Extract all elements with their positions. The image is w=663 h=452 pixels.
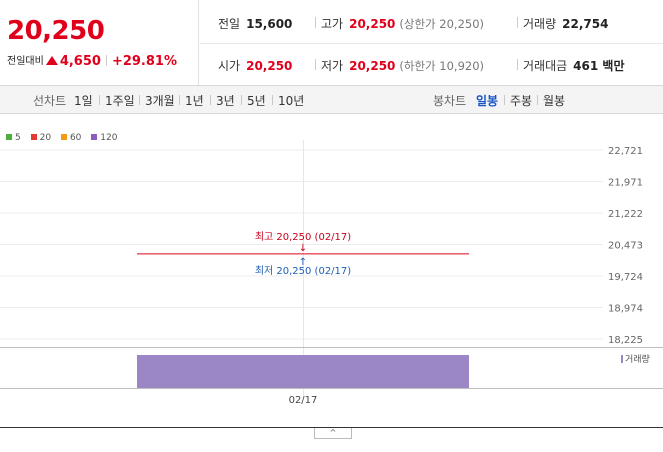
change-row: 전일대비 4,650 +29.81% [7,52,177,69]
stat-prev-close: 전일 15,600 [218,15,292,32]
stat-value: 20,250 [349,59,396,73]
candle-weekly[interactable]: 주봉 [510,94,533,108]
y-tick-label: 19,724 [608,272,643,283]
candle-chart-label: 봉차트 [433,94,467,108]
divider [99,95,100,105]
stat-label: 거래량 [523,17,557,31]
divider [105,55,107,66]
legend-label: 5 [15,133,21,143]
stat-low: 저가 20,250 (하한가 10,920) [321,57,484,74]
stat-sub: (상한가 20,250) [399,17,485,31]
line-chart-label: 선차트 [33,94,67,108]
legend-item[interactable]: 120 [91,133,117,143]
divider [315,59,316,70]
period-5y[interactable]: 5년 [247,94,266,108]
current-price: 20,250 [7,16,105,46]
low-annotation: 최저 20,250 (02/17) [255,265,351,277]
divider [272,95,273,105]
stat-label: 전일 [218,17,241,31]
divider [210,95,211,105]
period-1y[interactable]: 1년 [185,94,204,108]
collapse-chevron-up-icon[interactable]: ^ [314,428,352,439]
candle-monthly[interactable]: 월봉 [543,94,566,108]
price-summary: 20,250 전일대비 4,650 +29.81% [0,0,199,85]
down-arrow-icon: ↓ [299,243,307,254]
divider [315,17,316,28]
up-arrow-icon [45,56,58,65]
period-1d[interactable]: 1일 [74,94,93,108]
y-tick-label: 20,473 [608,241,643,252]
volume-legend-swatch [621,355,623,363]
stat-label: 저가 [321,59,344,73]
period-toolbar: 선차트 1일 1주일 3개월 1년 3년 5년 10년 봉차트 일봉 주봉 월봉 [0,86,663,114]
stat-value: 20,250 [349,17,396,31]
legend-label: 60 [69,133,82,143]
stat-high: 고가 20,250 (상한가 20,250) [321,15,484,32]
legend-label: 20 [39,133,52,143]
stat-label: 거래대금 [523,59,568,73]
change-percent: +29.81% [111,54,177,69]
divider [537,95,538,105]
period-1w[interactable]: 1주일 [105,94,135,108]
legend-swatch [60,134,67,140]
candle-daily[interactable]: 일봉 [476,94,499,108]
stat-sub: (하한가 10,920) [399,59,485,73]
legend-item[interactable]: 5 [6,133,21,143]
y-tick-label: 18,974 [608,304,643,315]
stat-label: 고가 [321,17,344,31]
stat-value: 15,600 [246,17,293,31]
quote-header: 20,250 전일대비 4,650 +29.81% 전일 15,600 고가 20,25… [0,0,663,86]
y-tick-label: 21,222 [608,209,643,220]
divider [517,17,518,28]
legend-swatch [30,134,37,140]
stat-open: 시가 20,250 [218,57,292,74]
stat-amount: 거래대금 461 백만 [523,57,624,74]
volume-legend-label: 거래량 [625,353,650,365]
legend-swatch [6,134,12,140]
divider [241,95,242,105]
divider [139,95,140,105]
stat-value: 22,754 [562,17,609,31]
divider [517,59,518,70]
period-3m[interactable]: 3개월 [145,94,175,108]
y-tick-label: 22,721 [608,146,643,157]
period-10y[interactable]: 10년 [278,94,305,108]
legend-swatch [91,134,98,140]
legend-item[interactable]: 20 [30,133,52,143]
stat-volume: 거래량 22,754 [523,15,608,32]
y-tick-label: 18,225 [608,335,643,346]
up-arrow-icon: ↑ [299,257,307,268]
divider [200,43,663,44]
ma-legend: 5 20 60 120 [6,133,124,143]
high-annotation: 최고 20,250 (02/17) [255,231,351,243]
chart-bottom-border [0,427,663,428]
divider [179,95,180,105]
stat-value: 20,250 [246,59,293,73]
period-3y[interactable]: 3년 [216,94,235,108]
change-label: 전일대비 [7,56,44,67]
legend-label: 120 [100,133,118,143]
x-tick-label: 02/17 [289,395,318,406]
stat-value: 461 백만 [573,59,625,73]
legend-item[interactable]: 60 [60,133,82,143]
divider [504,95,505,105]
stat-label: 시가 [218,59,241,73]
volume-bar [137,355,469,388]
y-tick-label: 21,971 [608,178,643,189]
change-value: 4,650 [59,54,101,69]
